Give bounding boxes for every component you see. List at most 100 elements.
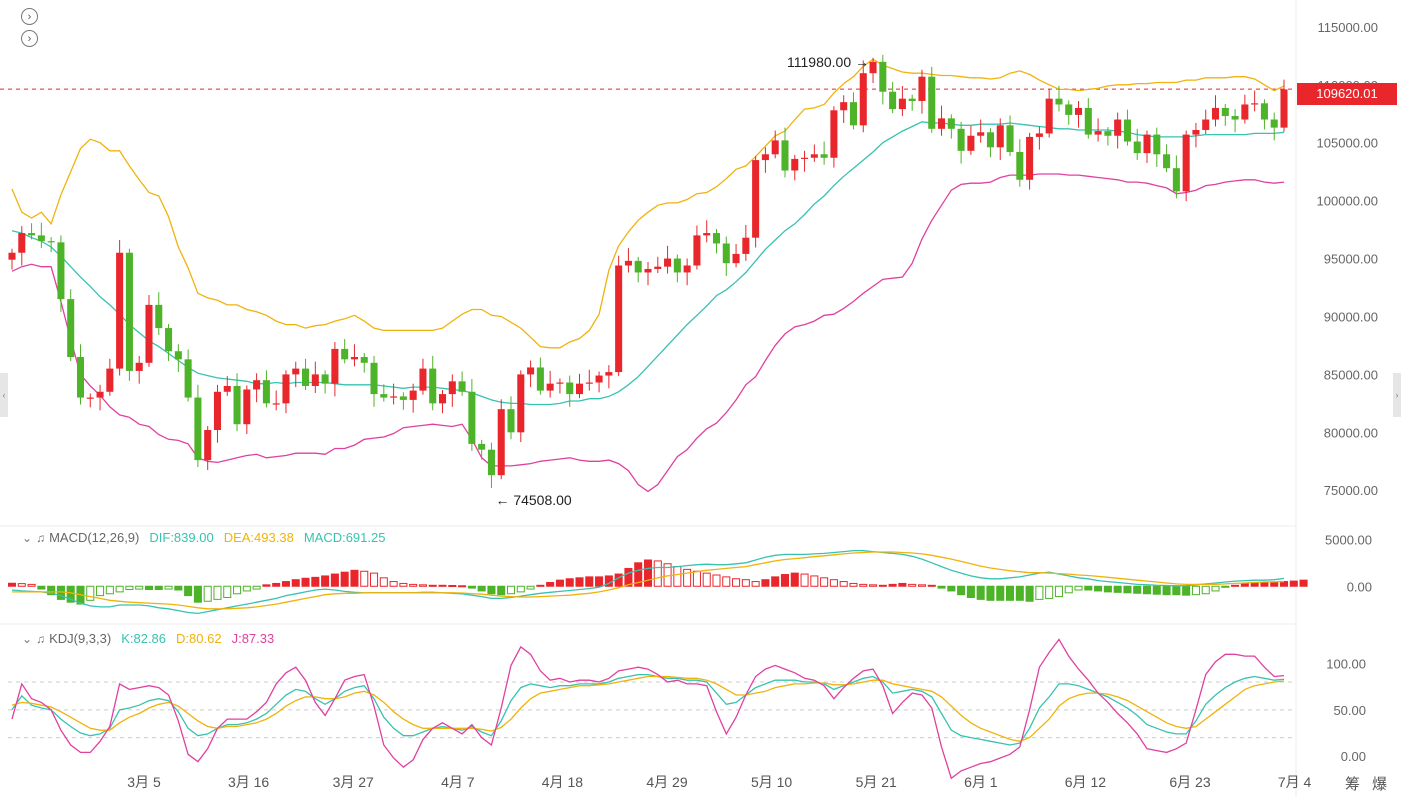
macd-histogram-bar (859, 583, 868, 587)
macd-histogram-bar (135, 585, 144, 590)
candle-body (204, 430, 212, 461)
kdj-d: D:80.62 (176, 631, 222, 646)
candle-body (233, 385, 241, 425)
candle-body (370, 362, 378, 395)
bell-icon[interactable]: ♫ (36, 631, 46, 646)
macd-histogram-bar (643, 559, 653, 587)
macd-histogram-bar (370, 572, 379, 587)
macd-histogram-bar (565, 578, 574, 587)
x-tick-label: 5月 10 (751, 774, 792, 790)
macd-histogram-bar (37, 585, 46, 590)
macd-histogram-bar (702, 572, 711, 587)
candle-body (1260, 103, 1268, 120)
candle-body (1016, 151, 1024, 180)
macd-panel (7, 549, 1308, 615)
macd-histogram-bar (1045, 585, 1054, 599)
y-tick-label: 105000.00 (1317, 136, 1378, 151)
candle-body (194, 397, 202, 461)
footer-button-chips[interactable]: 筹 (1345, 776, 1361, 793)
macd-histogram-bar (409, 583, 418, 587)
macd-histogram-bar (673, 566, 682, 587)
candle-body (1221, 107, 1229, 117)
macd-histogram-bar (1054, 585, 1063, 598)
candle-body (487, 449, 495, 476)
candle-body (184, 359, 192, 398)
macd-histogram-bar (653, 560, 662, 587)
candle-body (1104, 131, 1112, 136)
macd-histogram-bar (839, 581, 848, 587)
macd-histogram-bar (154, 585, 163, 591)
macd-histogram-bar (242, 585, 251, 592)
right-panel-toggle[interactable]: › (1393, 373, 1401, 417)
collapse-icon[interactable]: ⌄ (22, 631, 33, 646)
macd-histogram-bar (96, 585, 105, 597)
collapse-icon[interactable]: ⌄ (22, 530, 33, 545)
macd-histogram-bar (780, 574, 790, 587)
candle-body (419, 368, 427, 391)
macd-histogram-bar (966, 585, 975, 598)
candle-body (585, 382, 593, 384)
macd-histogram-bar (438, 584, 447, 587)
expand-icon[interactable]: › (21, 8, 38, 25)
macd-histogram-bar (17, 583, 26, 587)
macd-histogram-bar (516, 585, 525, 593)
candle-body (155, 304, 163, 329)
bell-icon[interactable]: ♫ (36, 530, 46, 545)
macd-histogram-bar (233, 585, 242, 595)
left-panel-toggle[interactable]: ‹ (0, 373, 8, 417)
candle-body (57, 242, 65, 300)
macd-histogram-bar (1015, 585, 1024, 601)
candle-body (145, 304, 153, 363)
macd-histogram-bar (252, 585, 261, 590)
macd-histogram-bar (712, 574, 721, 587)
macd-histogram-bar (536, 584, 545, 587)
kdj-j-line (11, 638, 1285, 780)
macd-histogram-bar (1191, 585, 1200, 596)
candle-body (859, 73, 867, 126)
macd-histogram-bar (908, 583, 917, 587)
candle-body (801, 157, 809, 159)
macd-histogram-bar (937, 585, 946, 589)
macd-histogram-bar (7, 582, 17, 587)
candlesticks (8, 54, 1288, 488)
candle-body (67, 299, 75, 358)
candle-body (1084, 107, 1092, 135)
candle-body (47, 241, 55, 243)
candle-body (527, 367, 535, 375)
macd-histogram-bar (986, 585, 995, 601)
macd-histogram-bar (771, 576, 780, 587)
macd-histogram-bar (1113, 585, 1122, 593)
macd-histogram-bar (47, 585, 56, 596)
candle-body (439, 394, 447, 404)
macd-histogram-bar (262, 584, 271, 587)
candle-body (938, 118, 946, 129)
macd-histogram-bar (477, 585, 486, 592)
footer-button-liquidations[interactable]: 爆 (1372, 776, 1388, 793)
macd-histogram-bar (1094, 585, 1103, 592)
macd-histogram-bar (467, 585, 476, 589)
candle-body (262, 380, 270, 404)
macd-histogram-bar (1074, 585, 1083, 591)
candle-body (634, 260, 642, 273)
candle-body (732, 253, 740, 264)
candle-body (1143, 134, 1151, 154)
kdj-panel (11, 638, 1285, 780)
candle-body (1026, 136, 1034, 180)
expand-icon[interactable]: › (21, 30, 38, 47)
macd-histogram-bar (1221, 585, 1230, 588)
candle-body (116, 252, 124, 369)
candle-body (703, 233, 711, 236)
candle-body (536, 367, 544, 391)
macd-histogram-bar (1270, 581, 1279, 587)
candle-body (282, 374, 290, 404)
candle-body (429, 368, 437, 404)
macd-histogram-bar (330, 573, 339, 587)
candle-body (292, 368, 300, 375)
macd-histogram-bar (849, 582, 858, 587)
macd-histogram-bar (927, 584, 936, 587)
candle-body (957, 128, 965, 151)
macd-histogram-bar (105, 585, 114, 595)
candle-body (1270, 119, 1278, 128)
candle-body (820, 154, 828, 158)
